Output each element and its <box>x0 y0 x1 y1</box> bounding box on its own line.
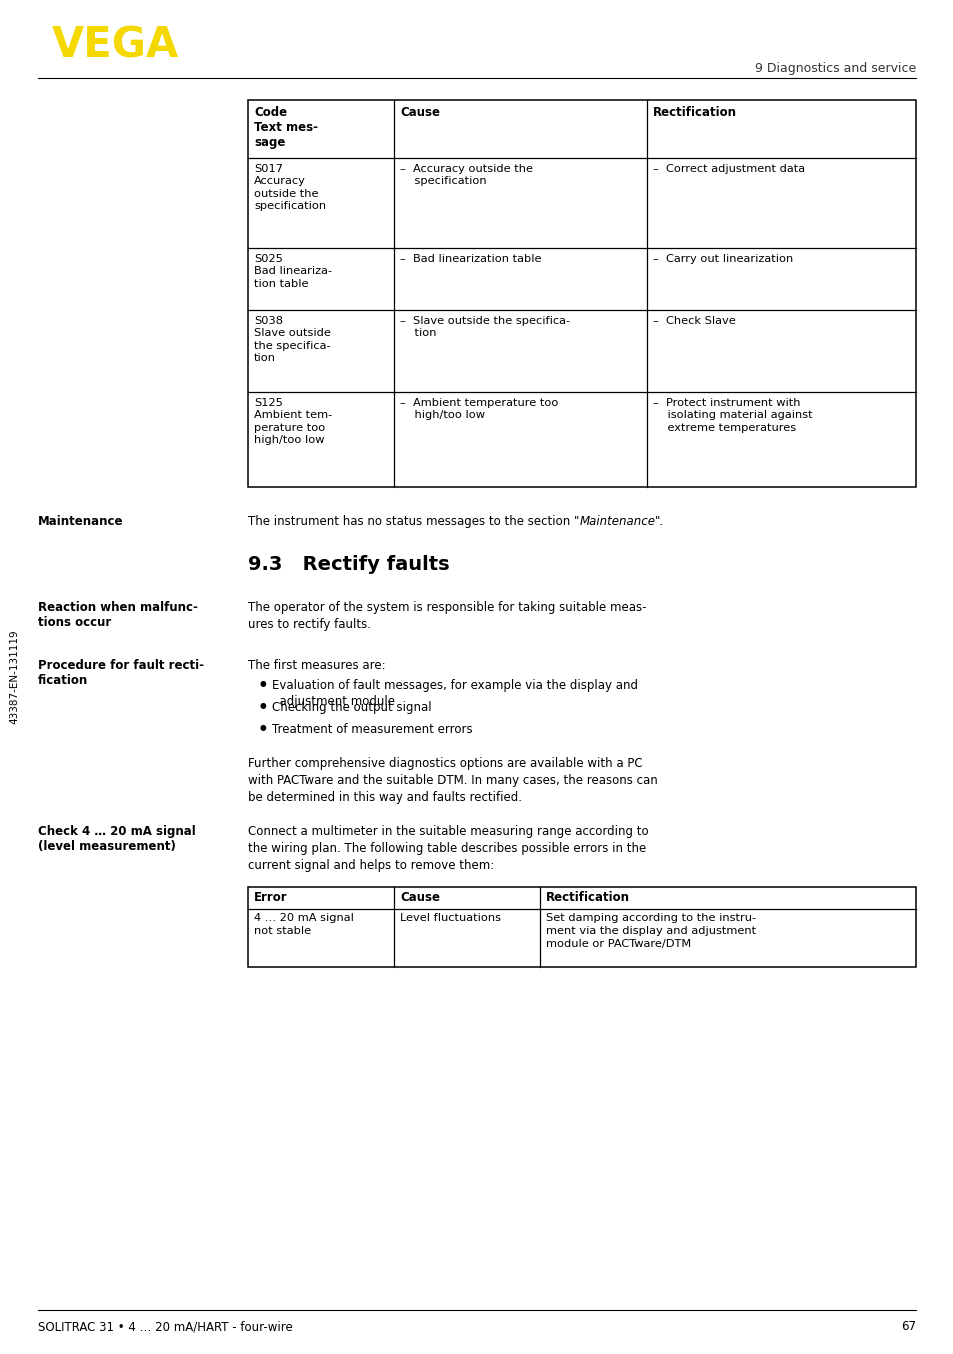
Text: 67: 67 <box>900 1320 915 1332</box>
Text: 4 … 20 mA signal
not stable: 4 … 20 mA signal not stable <box>253 913 354 936</box>
Text: ●: ● <box>260 701 266 709</box>
Text: Code
Text mes-
sage: Code Text mes- sage <box>253 106 317 149</box>
Bar <box>248 887 915 967</box>
Text: Rectification: Rectification <box>545 891 629 904</box>
Text: S025
Bad lineariza-
tion table: S025 Bad lineariza- tion table <box>253 255 332 288</box>
Text: ".: ". <box>655 515 664 528</box>
Text: Checking the output signal: Checking the output signal <box>272 701 431 714</box>
Text: ●: ● <box>260 678 266 688</box>
Text: 43387-EN-131119: 43387-EN-131119 <box>9 630 19 724</box>
Text: –  Ambient temperature too
    high/too low: – Ambient temperature too high/too low <box>399 398 558 420</box>
Text: Maintenance: Maintenance <box>38 515 123 528</box>
Text: Error: Error <box>253 891 287 904</box>
Text: Connect a multimeter in the suitable measuring range according to
the wiring pla: Connect a multimeter in the suitable mea… <box>248 825 648 872</box>
Text: VEGA: VEGA <box>52 24 179 66</box>
Text: Further comprehensive diagnostics options are available with a PC
with PACTware : Further comprehensive diagnostics option… <box>248 757 657 804</box>
Text: –  Correct adjustment data: – Correct adjustment data <box>652 164 804 175</box>
Text: S038
Slave outside
the specifica-
tion: S038 Slave outside the specifica- tion <box>253 315 331 363</box>
Text: Check 4 … 20 mA signal
(level measurement): Check 4 … 20 mA signal (level measuremen… <box>38 825 195 853</box>
Text: Maintenance: Maintenance <box>578 515 655 528</box>
Text: –  Bad linearization table: – Bad linearization table <box>399 255 541 264</box>
Text: –  Check Slave: – Check Slave <box>652 315 735 326</box>
Text: Cause: Cause <box>399 106 439 119</box>
Text: Procedure for fault recti-
fication: Procedure for fault recti- fication <box>38 659 204 686</box>
Text: S017
Accuracy
outside the
specification: S017 Accuracy outside the specification <box>253 164 326 211</box>
Text: Set damping according to the instru-
ment via the display and adjustment
module : Set damping according to the instru- men… <box>545 913 756 949</box>
Text: ●: ● <box>260 723 266 733</box>
Text: Level fluctuations: Level fluctuations <box>399 913 500 923</box>
Text: –  Protect instrument with
    isolating material against
    extreme temperatur: – Protect instrument with isolating mate… <box>652 398 812 433</box>
Text: 9.3   Rectify faults: 9.3 Rectify faults <box>248 555 449 574</box>
Bar <box>248 100 915 487</box>
Text: –  Slave outside the specifica-
    tion: – Slave outside the specifica- tion <box>399 315 570 338</box>
Text: Reaction when malfunc-
tions occur: Reaction when malfunc- tions occur <box>38 601 197 630</box>
Text: The instrument has no status messages to the section ": The instrument has no status messages to… <box>248 515 578 528</box>
Text: –  Carry out linearization: – Carry out linearization <box>652 255 792 264</box>
Text: Rectification: Rectification <box>652 106 737 119</box>
Text: –  Accuracy outside the
    specification: – Accuracy outside the specification <box>399 164 533 187</box>
Text: The operator of the system is responsible for taking suitable meas-
ures to rect: The operator of the system is responsibl… <box>248 601 646 631</box>
Text: S125
Ambient tem-
perature too
high/too low: S125 Ambient tem- perature too high/too … <box>253 398 332 445</box>
Text: Evaluation of fault messages, for example via the display and
  adjustment modul: Evaluation of fault messages, for exampl… <box>272 678 638 708</box>
Text: 9 Diagnostics and service: 9 Diagnostics and service <box>754 62 915 74</box>
Text: Cause: Cause <box>399 891 439 904</box>
Text: Treatment of measurement errors: Treatment of measurement errors <box>272 723 472 737</box>
Text: SOLITRAC 31 • 4 … 20 mA/HART - four-wire: SOLITRAC 31 • 4 … 20 mA/HART - four-wire <box>38 1320 293 1332</box>
Text: The first measures are:: The first measures are: <box>248 659 385 672</box>
